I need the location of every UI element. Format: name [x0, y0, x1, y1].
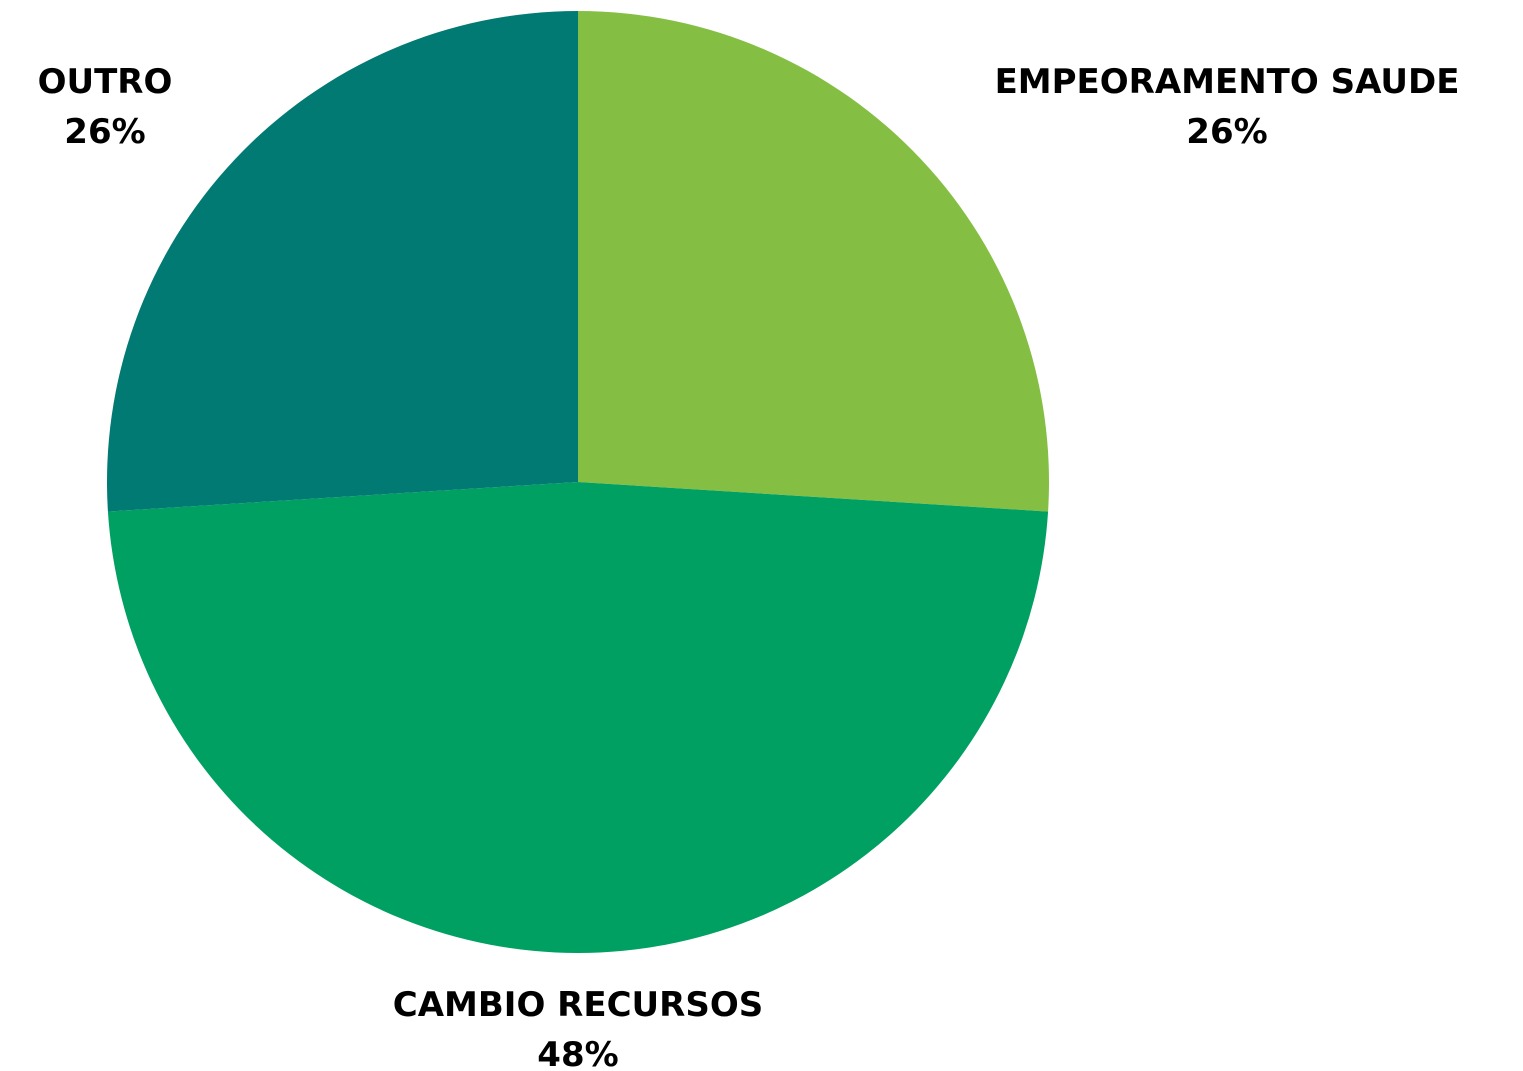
- pie-slices: [107, 11, 1049, 954]
- slice-label: CAMBIO RECURSOS: [393, 985, 763, 1025]
- slice-value-label: 48%: [537, 1035, 618, 1071]
- slice-label: EMPEORAMENTO SAUDE: [995, 62, 1460, 102]
- pie-labels: EMPEORAMENTO SAUDE 26% CAMBIO RECURSOS 48% O…: [38, 62, 1460, 1071]
- pie-slice-outro: [107, 11, 578, 512]
- pie-slice-cambio-recursos: [107, 482, 1049, 954]
- pie-slice-empeoramento-saude: [578, 11, 1049, 512]
- slice-value-label: 26%: [1186, 112, 1267, 152]
- slice-label: OUTRO: [38, 62, 173, 102]
- slice-value-label: 26%: [64, 112, 145, 152]
